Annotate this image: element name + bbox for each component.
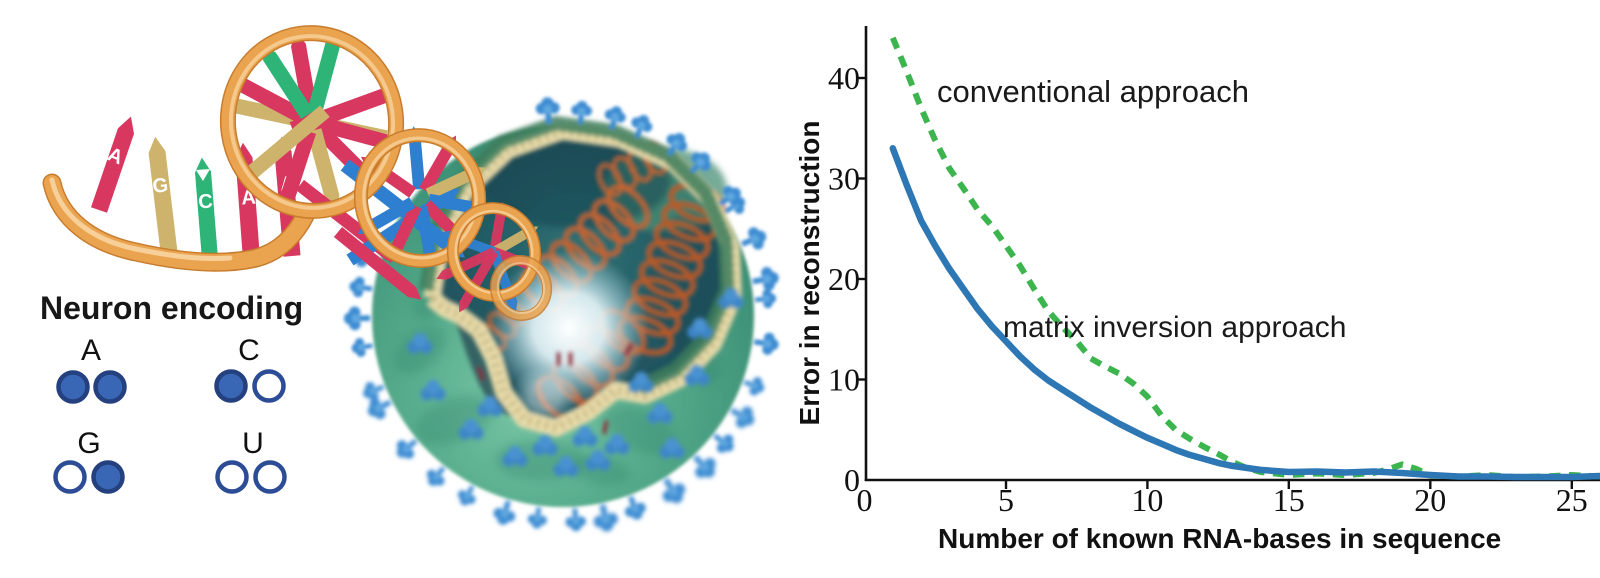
svg-text:C: C (238, 334, 260, 367)
svg-text:0: 0 (844, 462, 860, 498)
svg-text:G: G (151, 174, 169, 198)
svg-text:G: G (77, 427, 100, 460)
svg-text:20: 20 (1414, 482, 1446, 518)
svg-text:A: A (81, 334, 101, 367)
svg-text:15: 15 (1273, 482, 1305, 518)
svg-text:U: U (242, 427, 264, 460)
svg-text:Number of known RNA-bases in s: Number of known RNA-bases in sequence (938, 523, 1501, 554)
svg-text:conventional approach: conventional approach (937, 74, 1249, 109)
svg-text:10: 10 (1131, 482, 1163, 518)
svg-text:5: 5 (998, 482, 1014, 518)
svg-text:Error in reconstruction: Error in reconstruction (794, 121, 825, 426)
svg-text:0: 0 (857, 482, 873, 518)
svg-text:40: 40 (828, 60, 860, 96)
svg-text:C: C (198, 191, 214, 214)
svg-text:20: 20 (828, 261, 860, 297)
svg-text:matrix inversion approach: matrix inversion approach (1003, 311, 1347, 344)
svg-text:Neuron encoding: Neuron encoding (40, 290, 303, 326)
svg-text:30: 30 (828, 161, 860, 197)
svg-text:10: 10 (828, 362, 860, 398)
svg-text:25: 25 (1556, 482, 1588, 518)
